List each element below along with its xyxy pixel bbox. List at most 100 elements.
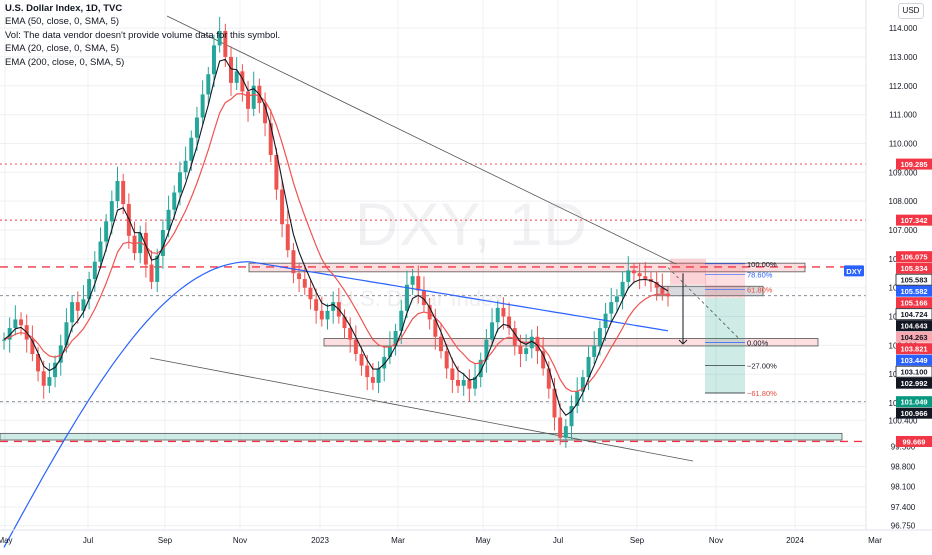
price-label: 100.966: [900, 409, 927, 418]
candle-body: [47, 377, 52, 386]
price-label: 107.342: [900, 216, 927, 225]
watermark-name: U.S. Dollar Index: [338, 286, 505, 311]
candle-body: [393, 330, 398, 346]
candle-body: [404, 284, 409, 311]
candle-body: [206, 74, 211, 95]
price-axis[interactable]: 114.000 113.000 112.000 111.000 110.000 109.0…: [844, 0, 932, 531]
legend-ema20[interactable]: EMA (20, close, 0, SMA, 5): [5, 43, 120, 55]
y-tick-label: 111.000: [889, 111, 917, 120]
legend-ema200[interactable]: EMA (200, close, 0, SMA, 5): [5, 56, 125, 68]
x-tick-label: Nov: [233, 536, 247, 545]
price-label-box: [895, 365, 932, 378]
price-label: 99.669: [903, 437, 926, 446]
candle-body: [518, 345, 523, 355]
position-stop-area: [705, 263, 745, 299]
candle-body: [507, 316, 512, 329]
upper-trendline: [166, 15, 677, 265]
y-tick-label: 109.000: [889, 168, 918, 177]
candle-body: [87, 279, 92, 300]
x-tick-label: Sep: [630, 536, 645, 545]
price-label: 105.582: [900, 287, 927, 296]
price-label-box: [896, 407, 932, 419]
candle-body: [64, 322, 69, 346]
y-tick-label: 112.000: [889, 82, 918, 91]
price-label-box: [896, 331, 932, 343]
candle-body: [444, 351, 449, 369]
candle-body: [580, 377, 585, 392]
candle-body: [575, 391, 580, 406]
fib-label: −61.80%: [747, 389, 777, 398]
candle-body: [501, 307, 506, 317]
legend-ema50[interactable]: EMA (50, close, 0, SMA, 5): [5, 16, 120, 28]
candle-body: [524, 348, 529, 355]
candle-body: [30, 339, 35, 355]
y-tick-label: 98.100: [891, 483, 916, 492]
support-zone: [323, 338, 819, 347]
candle-body: [512, 328, 517, 346]
candle-body: [376, 368, 381, 383]
candle-body: [70, 302, 75, 323]
x-tick-label: Nov: [709, 536, 723, 545]
legend-title[interactable]: U.S. Dollar Index, 1D, TVC: [5, 3, 123, 14]
candle-body: [92, 261, 97, 280]
candle-body: [467, 380, 472, 389]
price-label-box: [895, 308, 932, 321]
candle-body: [109, 201, 114, 222]
candle-body: [319, 310, 324, 320]
candle-body: [490, 322, 495, 340]
legend-volume[interactable]: Vol: The data vendor doesn't provide vol…: [5, 29, 281, 41]
candle-body: [200, 94, 205, 118]
candle-body: [626, 270, 631, 282]
candle-body: [183, 160, 188, 173]
candle-body: [597, 328, 602, 346]
time-axis[interactable]: May Jul Sep Nov 2023 Mar May Jul Sep Nov 2024 Mar: [0, 529, 932, 545]
currency-button[interactable]: USD: [898, 3, 924, 19]
price-label: 105.834: [900, 264, 928, 273]
candle-body: [342, 316, 347, 329]
candle-body: [172, 192, 177, 210]
candle-body: [541, 351, 546, 369]
price-label-box: [896, 297, 932, 309]
price-label: 104.643: [900, 322, 927, 331]
candle-body: [421, 290, 426, 305]
candle-body: [285, 224, 290, 251]
candle-body: [143, 232, 148, 265]
candle-body: [81, 299, 86, 311]
price-label-box: [896, 343, 932, 355]
candle-body: [546, 368, 551, 389]
y-tick-label: 108.000: [889, 197, 918, 206]
candle-body: [370, 377, 375, 383]
candle-body: [484, 339, 489, 360]
price-label-box: [896, 377, 932, 389]
candle-body: [246, 91, 251, 109]
price-label-box: [896, 320, 932, 332]
price-label: 103.449: [900, 356, 927, 365]
price-label: 103.821: [900, 345, 927, 354]
candle-body: [189, 137, 194, 161]
candle-body: [325, 310, 330, 320]
candle-body: [631, 270, 636, 274]
fib-label: −27.00%: [747, 362, 777, 371]
candle-body: [654, 281, 659, 288]
price-label-box: [896, 396, 932, 408]
fib-label: 100.00%: [747, 260, 777, 269]
candle-body: [348, 328, 353, 340]
candle-body: [217, 30, 222, 46]
candle-body: [7, 328, 12, 340]
candle-body: [194, 117, 199, 138]
candle-body: [529, 336, 534, 349]
candle-body: [2, 339, 6, 341]
candle-body: [149, 264, 154, 282]
legend: U.S. Dollar Index, 1D, TVC EMA (50, clos…: [5, 2, 280, 69]
ema20-line: [3, 58, 669, 416]
candle-body: [166, 209, 171, 230]
ema50-line: [3, 92, 669, 392]
candle-body: [36, 354, 41, 372]
price-label: 105.583: [900, 276, 927, 285]
candle-body: [609, 302, 614, 314]
candle-body: [314, 299, 319, 311]
fib-levels: 100.00% 78.60% 61.80% 0.00% −27.00% −61.80%: [705, 260, 777, 398]
price-label-box: [896, 214, 932, 226]
